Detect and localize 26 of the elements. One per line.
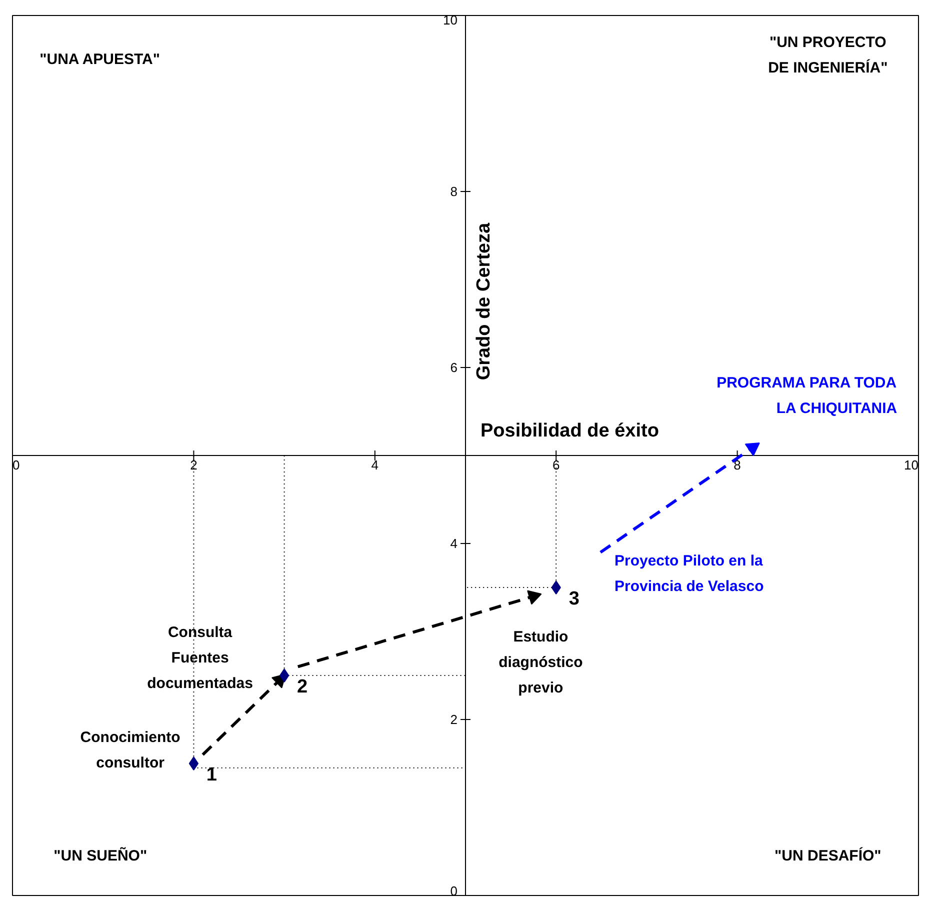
annotation: "UN SUEÑO" (54, 846, 148, 864)
x-tick-label: 8 (734, 458, 741, 472)
data-label: Proyecto Piloto en la Provincia de Velasco (614, 552, 764, 595)
y-axis-title: Grado de Certeza (474, 222, 494, 380)
y-tick-label: 6 (450, 360, 458, 375)
x-tick-label: 2 (190, 458, 198, 472)
data-label: 3 (568, 588, 580, 610)
x-tick-label: 0 (12, 458, 20, 472)
annotation: "UN DESAFÍO" (774, 846, 882, 864)
annotation: Conocimiento consultor (80, 729, 180, 772)
annotation: "UNA APUESTA" (40, 51, 160, 68)
x-tick-label: 10 (904, 458, 919, 472)
annotation: Consulta Fuentes documentadas (147, 624, 253, 692)
x-tick-label: 4 (371, 458, 379, 472)
annotation: "UN PROYECTO DE INGENIERÍA" (768, 34, 888, 76)
y-tick-label: 2 (450, 712, 458, 727)
data-label: 2 (297, 676, 308, 698)
data-label: PROGRAMA PARA TODA LA CHIQUITANIA (716, 374, 898, 417)
x-axis-title: Posibilidad de éxito (480, 420, 659, 442)
data-label: 1 (206, 764, 218, 786)
point (551, 580, 561, 594)
x-tick-label: 6 (552, 458, 560, 472)
y-tick-label: 8 (450, 184, 458, 199)
annotation: Estudio diagnóstico previo (498, 628, 583, 696)
point (188, 756, 199, 770)
y-tick-label: 4 (450, 536, 458, 551)
